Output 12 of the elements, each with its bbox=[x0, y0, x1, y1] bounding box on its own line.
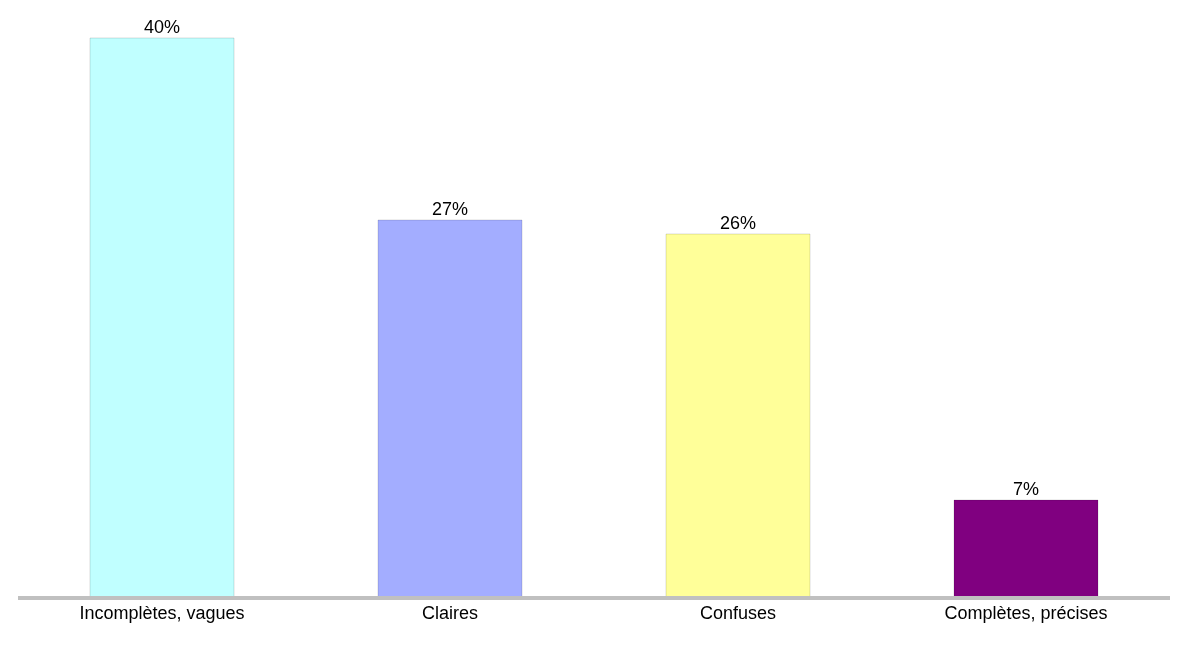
data-label: 27% bbox=[431, 199, 469, 219]
data-label: 7% bbox=[1012, 479, 1040, 499]
bar bbox=[377, 219, 523, 599]
x-tick-label: Incomplètes, vagues bbox=[79, 602, 245, 623]
bar bbox=[953, 499, 1099, 599]
data-label: 26% bbox=[719, 213, 757, 233]
x-tick-label: Complètes, précises bbox=[944, 602, 1108, 623]
x-tick-label: Confuses bbox=[699, 602, 777, 623]
data-label: 40% bbox=[143, 17, 181, 37]
bar bbox=[89, 37, 235, 599]
x-tick-label: Claires bbox=[421, 602, 479, 623]
bar bbox=[665, 233, 811, 599]
